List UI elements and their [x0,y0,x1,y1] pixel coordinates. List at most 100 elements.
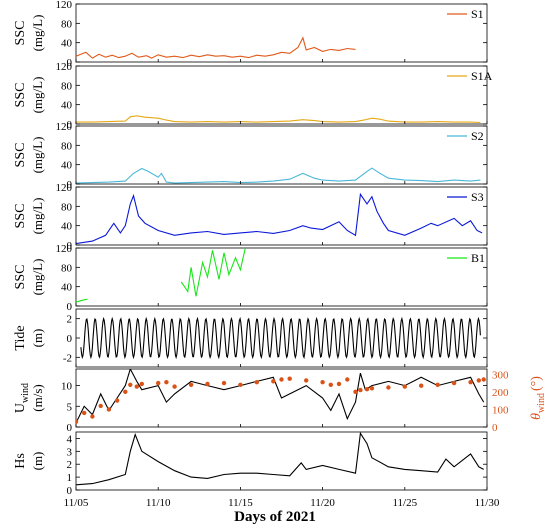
y-axis-unit: (mg/L) [30,15,45,52]
wind-direction-point [123,389,128,394]
panel-s1: 0 40 80 120 SSC (mg/L) S1 [13,0,488,69]
wind-direction-point [287,376,292,381]
y-axis-unit: (mg/L) [30,259,45,296]
x-tick-label: 11/20 [310,497,335,509]
wind-direction-point [320,380,325,385]
wind-direction-point [279,377,284,382]
y-tick-label: 80 [61,140,73,152]
panel-frame [75,247,488,307]
x-tick-label: 11/15 [228,497,253,509]
y-axis-label: SSC [13,204,28,229]
legend-label: B1 [471,251,485,265]
legend-label: S2 [471,129,484,143]
series-line-b1 [76,248,246,303]
y-tick-label: 0 [67,57,73,69]
panel-frame [75,65,488,125]
y-tick-label: 0 [67,240,73,252]
wind-direction-point [328,382,333,387]
y-tick-label: 0 [67,333,73,345]
y-tick-label: 40 [61,38,73,50]
y-tick-label: 80 [61,262,73,274]
series-line-hs [76,432,484,486]
y2-tick-label: 100 [492,404,509,416]
y-axis-label: Hs [13,453,28,469]
wind-direction-point [98,403,103,409]
y-tick-label: 0 [67,179,73,191]
y-axis-unit: (m/s) [30,384,45,411]
legend-label: S1 [471,7,484,21]
y-axis-unit: (m) [30,452,45,471]
y-tick-label: 0 [67,485,73,497]
wind-direction-point [345,377,350,382]
y-tick-label: 120 [56,61,73,73]
y-tick-label: 120 [56,0,73,11]
y-axis-unit: (mg/L) [30,137,45,174]
panel-wind: 0 5 10 Uwind (m/s) 0 100 200 300 θwind(°) [13,368,547,434]
y-axis-unit: (m) [30,329,45,348]
y-tick-label: 40 [61,160,73,172]
wind-direction-point [238,382,243,387]
wind-direction-point [164,380,169,385]
y2-tick-label: 300 [492,369,509,381]
y-tick-label: 40 [61,221,73,233]
y-axis-label: Uwind [13,383,31,413]
wind-direction-point [221,380,227,386]
series-line-s3 [76,192,483,245]
wind-direction-point [451,380,457,386]
wind-direction-point [82,410,87,416]
y-tick-label: 5 [67,401,73,413]
y2-tick-label: 200 [492,387,509,399]
wind-direction-point [172,384,177,389]
wind-direction-point [205,381,210,387]
series-line-s1 [76,36,356,59]
wind-direction-point [114,398,120,403]
y-tick-label: 40 [61,282,73,294]
y-tick-label: 4 [67,433,73,445]
y-tick-label: 2 [67,459,73,471]
y-tick-label: 3 [67,446,73,458]
wind-direction-point [481,377,486,382]
x-tick-label: 11/25 [392,497,417,509]
y-axis-unit: (mg/L) [30,77,45,114]
series-line-wind-speed [76,369,485,424]
panel-frame [75,3,488,63]
x-axis-label: Days of 2021 [234,509,316,525]
wind-direction-point [271,379,276,384]
y-axis-unit: (mg/L) [30,198,45,235]
y-tick-label: 1 [67,472,73,484]
wind-direction-point [156,380,161,386]
y-axis-label: SSC [13,143,28,168]
y-tick-label: 2 [67,314,73,326]
series-line-s2 [76,167,481,184]
panel-frame [75,368,488,428]
y-tick-label: 120 [56,182,73,194]
panel-frame [75,431,488,491]
panel-frame [75,186,488,246]
panel-frame [75,125,488,185]
y2-axis-label: θwind(°) [529,376,547,420]
wind-direction-point [90,414,95,419]
panel-b1: 0 40 80 120 SSC (mg/L) B1 [13,243,488,313]
wind-direction-point [128,382,133,387]
x-tick-label: 11/05 [64,497,89,509]
y-tick-label: 80 [61,18,73,30]
y-axis-label: SSC [13,21,28,46]
x-tick-label: 11/10 [146,497,171,509]
wind-direction-point [139,381,144,387]
y-axis-label: Tide [13,325,28,350]
wind-direction-point [468,380,473,385]
panel-tide: -2 0 2 Tide (m) [13,308,488,368]
y-tick-label: 80 [61,80,73,92]
series-line-s1a [76,115,481,124]
y-tick-label: 120 [56,243,73,255]
y-tick-label: 0 [67,119,73,131]
wind-direction-point [254,380,259,385]
wind-direction-point [386,385,391,390]
y-tick-label: 0 [67,422,73,434]
wind-direction-point [76,419,79,424]
panel-s1a: 0 40 80 120 SSC (mg/L) S1A [13,61,493,131]
y-tick-label: 80 [61,201,73,213]
y-tick-label: 40 [61,100,73,112]
legend-label: S1A [471,69,493,83]
